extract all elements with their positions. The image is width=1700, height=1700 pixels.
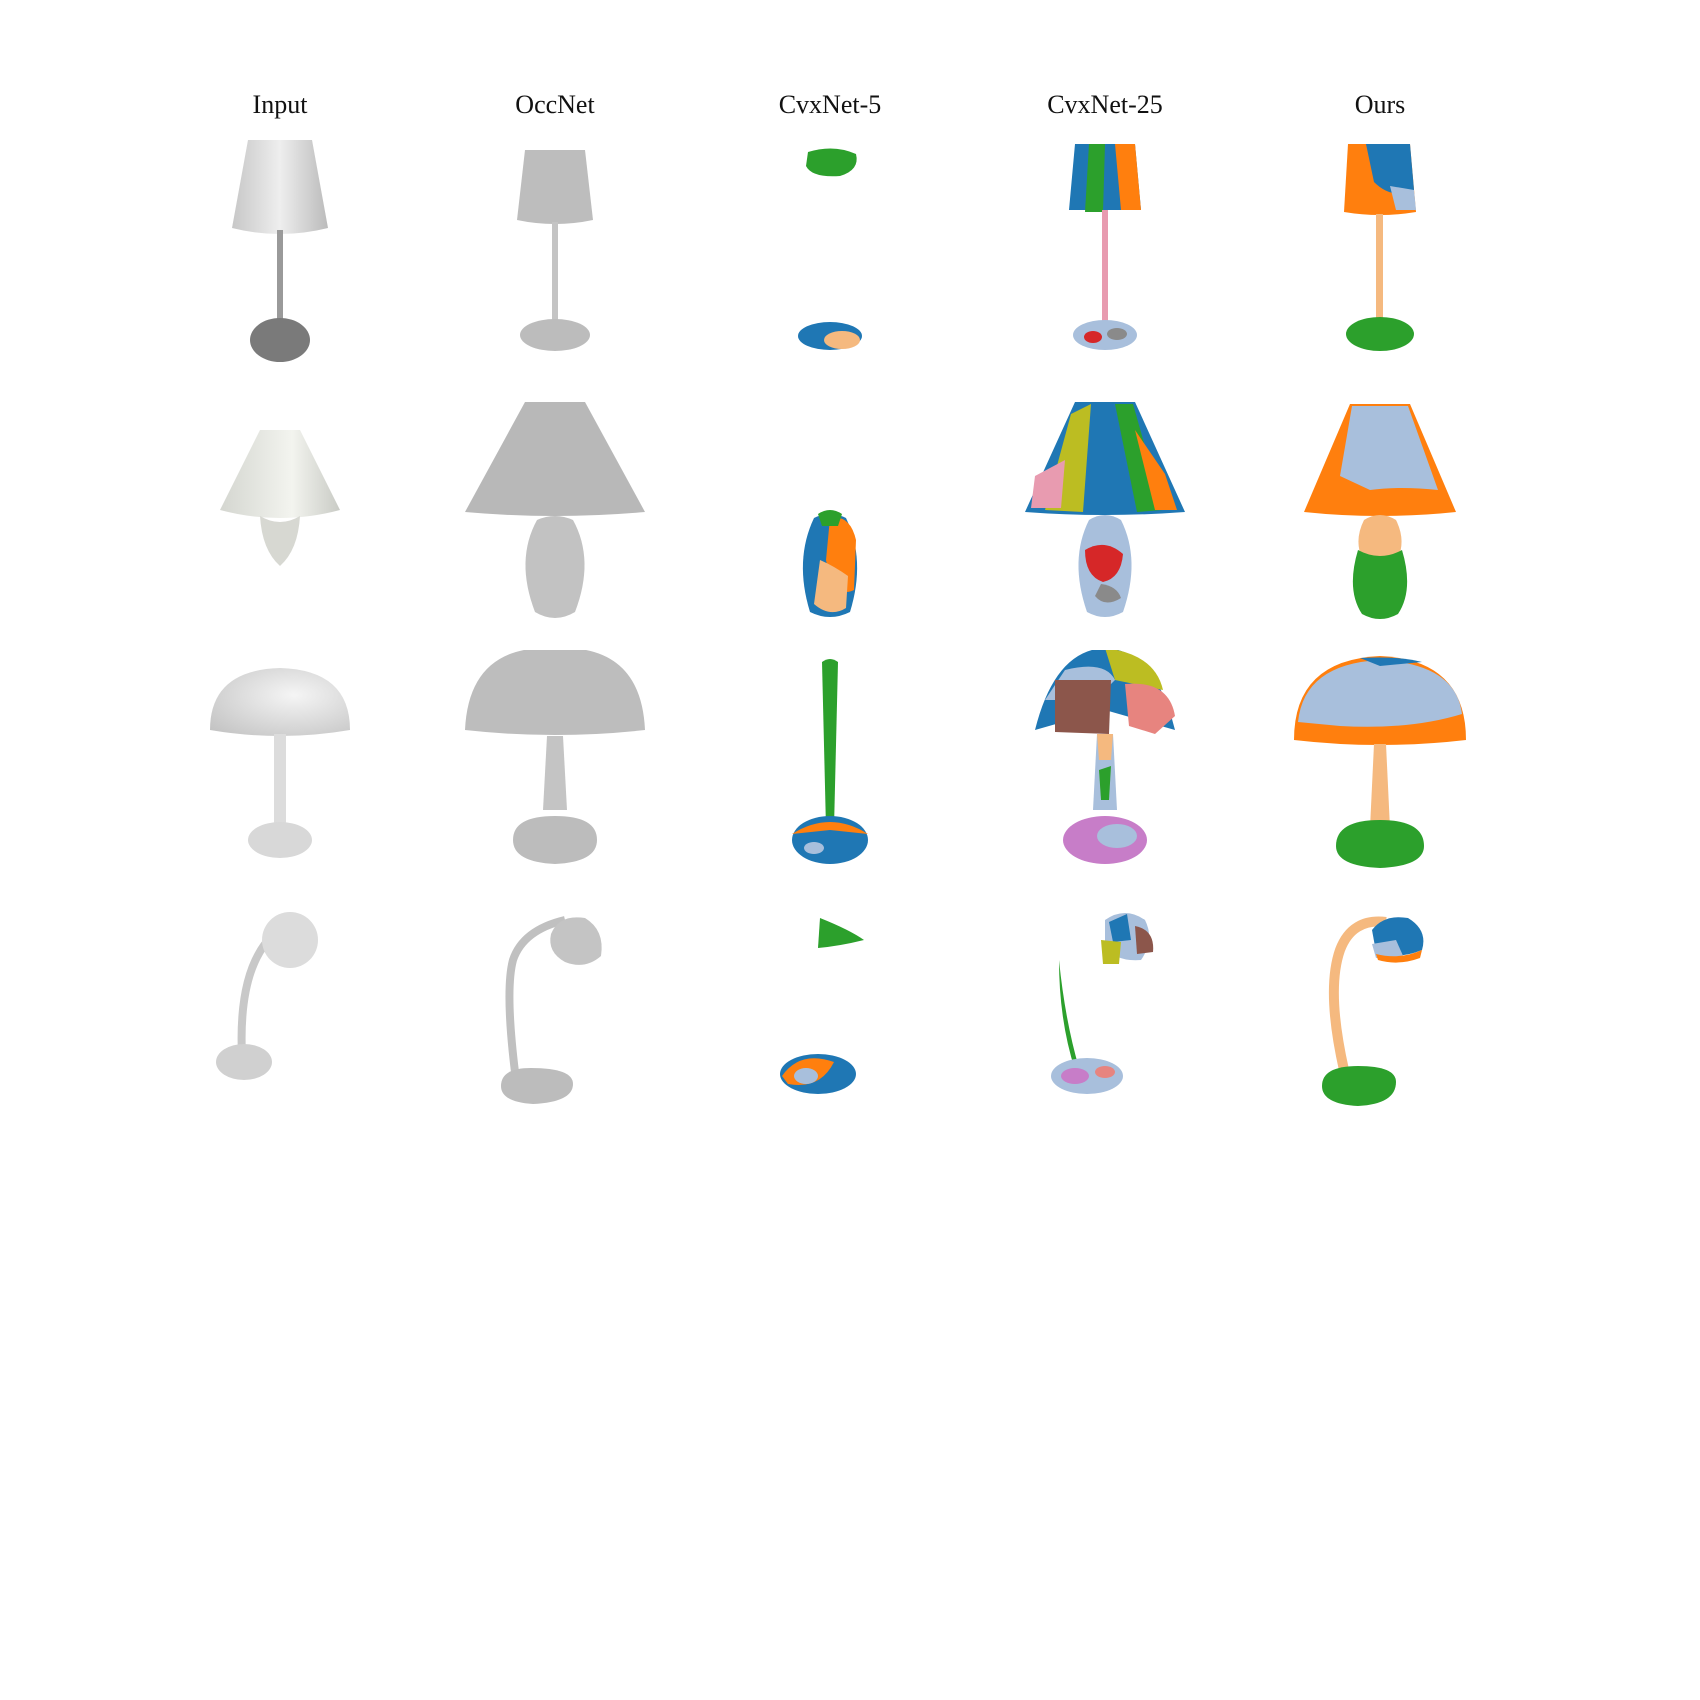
cell-row3-occnet bbox=[455, 650, 655, 910]
lamp-image-row4-ours bbox=[1322, 916, 1424, 1106]
cell-row2-cvxnet5 bbox=[730, 390, 930, 650]
lamp-image-row4-occnet bbox=[501, 916, 602, 1104]
cell-row3-cvxnet25 bbox=[1005, 650, 1205, 910]
cell-row2-cvxnet25 bbox=[1005, 390, 1205, 650]
cell-row4-ours bbox=[1280, 900, 1480, 1160]
lamp-image-row3-occnet bbox=[465, 650, 645, 864]
cell-row1-ours bbox=[1280, 130, 1480, 390]
column-title-ours: Ours bbox=[1354, 90, 1406, 119]
cell-row1-cvxnet25 bbox=[1005, 130, 1205, 390]
column-title-input: Input bbox=[252, 90, 308, 119]
lamp-image-row2-input bbox=[220, 430, 340, 566]
lamp-image-row2-ours bbox=[1304, 404, 1456, 619]
cell-row3-cvxnet5 bbox=[730, 650, 930, 910]
lamp-image-row1-cvxnet5 bbox=[798, 148, 862, 350]
cell-row4-input bbox=[180, 900, 380, 1160]
lamp-image-row3-cvxnet5 bbox=[792, 659, 868, 864]
cell-row1-input bbox=[180, 130, 380, 390]
lamp-image-row4-cvxnet25 bbox=[1051, 913, 1154, 1094]
cell-row3-ours bbox=[1280, 650, 1480, 910]
lamp-image-row4-input bbox=[216, 912, 318, 1080]
lamp-image-row1-occnet bbox=[517, 150, 593, 351]
cell-row4-cvxnet25 bbox=[1005, 900, 1205, 1160]
cell-row2-input bbox=[180, 390, 380, 650]
cell-row2-ours bbox=[1280, 390, 1480, 650]
lamp-image-row1-input bbox=[232, 140, 328, 362]
lamp-image-row1-ours bbox=[1344, 144, 1416, 351]
cell-row3-input bbox=[180, 650, 380, 910]
cell-row2-occnet bbox=[455, 390, 655, 650]
lamp-image-row2-occnet bbox=[465, 402, 645, 618]
cell-row4-occnet bbox=[455, 900, 655, 1160]
column-title-cvxnet-25: CvxNet-25 bbox=[1047, 90, 1163, 119]
lamp-image-row1-cvxnet25 bbox=[1069, 144, 1141, 350]
lamp-image-row3-cvxnet25 bbox=[1035, 650, 1175, 864]
column-title-occnet: OccNet bbox=[515, 90, 595, 119]
cell-row1-occnet bbox=[455, 130, 655, 390]
lamp-image-row3-ours bbox=[1294, 656, 1466, 868]
cell-row4-cvxnet5 bbox=[730, 900, 930, 1160]
cell-row1-cvxnet5 bbox=[730, 130, 930, 390]
lamp-image-row3-input bbox=[210, 668, 350, 858]
lamp-image-row2-cvxnet5 bbox=[802, 510, 858, 617]
lamp-image-row4-cvxnet5 bbox=[780, 918, 864, 1094]
lamp-image-row2-cvxnet25 bbox=[1025, 402, 1185, 617]
column-title-cvxnet-5: CvxNet-5 bbox=[778, 90, 882, 119]
